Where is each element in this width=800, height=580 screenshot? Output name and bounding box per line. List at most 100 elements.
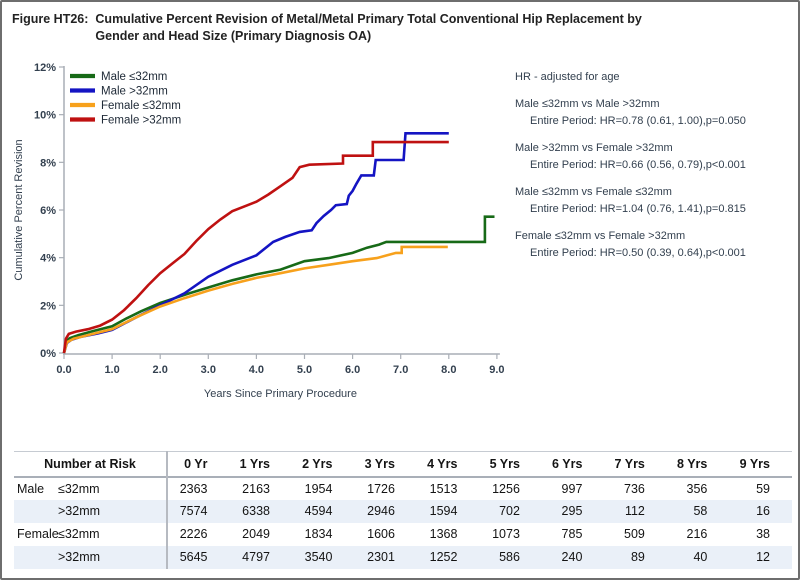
number-at-risk-table: Number at Risk 0 Yr 1 Yrs 2 Yrs 3 Yrs 4 Yrs 5 … xyxy=(14,451,792,569)
hr-comparison-label: Female ≤32mm vs Female >32mm xyxy=(515,230,686,242)
hr-comparison-detail: Entire Period: HR=0.66 (0.56, 0.79),p<0.… xyxy=(530,159,746,171)
hr-stats-panel: HR - adjusted for age Male ≤32mm vs Male… xyxy=(515,70,797,273)
y-tick-label: 4% xyxy=(40,253,56,265)
risk-table-col-header: 4 Yrs xyxy=(427,456,458,471)
hr-comparison-label: Male >32mm vs Female >32mm xyxy=(515,142,673,154)
risk-cell: 2226 xyxy=(179,527,208,541)
risk-table-header-row: Number at Risk 0 Yr 1 Yrs 2 Yrs 3 Yrs 4 Yrs 5 … xyxy=(14,451,792,477)
figure-number-label: Figure HT26: xyxy=(12,12,89,26)
risk-row-size-label: ≤32mm xyxy=(58,522,169,546)
risk-cell: 1594 xyxy=(429,504,458,518)
risk-cell: 509 xyxy=(624,527,645,541)
x-tick-label: 8.0 xyxy=(441,364,456,376)
risk-table-col-header: 9 Yrs xyxy=(739,456,770,471)
risk-cell: 12 xyxy=(756,550,770,564)
risk-cell: 2946 xyxy=(367,504,395,518)
risk-row-size-label: ≤32mm xyxy=(58,476,169,500)
series-line-female-32mm xyxy=(62,140,449,354)
risk-cell: 5645 xyxy=(179,550,208,564)
x-tick-label: 2.0 xyxy=(153,364,168,376)
cumulative-revision-chart: 0% 2% 4% 6% 8% 10% 12% 0.0 1.0 2.0 3.0 4.0 5.0 6.0 7.0… xyxy=(13,62,505,400)
risk-cell: 2363 xyxy=(179,481,208,496)
risk-cell: 1726 xyxy=(367,481,395,496)
x-axis-title: Years Since Primary Procedure xyxy=(204,388,357,400)
y-tick-label: 10% xyxy=(34,110,56,122)
figure-title-line1: Cumulative Percent Revision of Metal/Met… xyxy=(95,12,642,26)
risk-cell: 6338 xyxy=(242,504,270,518)
risk-cell: 7574 xyxy=(179,504,208,518)
hr-comparison: Male ≤32mm vs Female ≤32mm Entire Period… xyxy=(515,185,797,216)
risk-row-gender-label xyxy=(14,500,58,523)
risk-cell: 59 xyxy=(756,481,770,496)
y-tick-label: 6% xyxy=(40,205,56,217)
hr-comparison: Male ≤32mm vs Male >32mm Entire Period: … xyxy=(515,97,797,128)
y-axis-title: Cumulative Percent Revision xyxy=(13,139,25,280)
risk-cell: 997 xyxy=(561,481,583,496)
x-tick-label: 3.0 xyxy=(201,364,216,376)
risk-cell: 1513 xyxy=(429,481,458,496)
hr-comparison-detail: Entire Period: HR=0.50 (0.39, 0.64),p<0.… xyxy=(530,247,746,259)
risk-cell: 38 xyxy=(756,527,770,541)
risk-table-col-header: 1 Yrs xyxy=(239,456,270,471)
x-tick-label: 7.0 xyxy=(393,364,408,376)
x-tick-label: 0.0 xyxy=(56,364,71,376)
risk-cell: 4797 xyxy=(242,550,270,564)
y-tick-label: 12% xyxy=(34,62,56,74)
y-tick-label: 2% xyxy=(40,300,56,312)
hr-comparison-label: Male ≤32mm vs Female ≤32mm xyxy=(515,186,672,198)
y-tick-label: 8% xyxy=(40,157,56,169)
y-tick-label: 0% xyxy=(40,348,56,360)
risk-table-col-header: 8 Yrs xyxy=(677,456,708,471)
risk-cell: 1368 xyxy=(429,527,458,541)
risk-row-gender-label: Female xyxy=(17,527,58,541)
risk-cell: 1954 xyxy=(304,481,333,496)
risk-table-col-header: 0 Yr xyxy=(184,456,208,471)
risk-cell: 1606 xyxy=(367,527,395,541)
x-tick-label: 4.0 xyxy=(249,364,264,376)
hr-comparison-label: Male ≤32mm vs Male >32mm xyxy=(515,98,660,110)
series-line-female-32mm xyxy=(62,245,448,354)
risk-cell: 3540 xyxy=(304,550,333,564)
risk-cell: 58 xyxy=(693,504,708,518)
x-tick-label: 1.0 xyxy=(104,364,119,376)
hr-comparison: Male >32mm vs Female >32mm Entire Period… xyxy=(515,141,797,172)
hr-comparison: Female ≤32mm vs Female >32mm Entire Peri… xyxy=(515,229,797,260)
risk-table-row: Female ≤32mm 2226 2049 1834 1606 1368 1073 785 50… xyxy=(14,522,792,546)
risk-cell: 40 xyxy=(693,550,708,564)
risk-cell: 2163 xyxy=(242,481,270,496)
risk-cell: 1256 xyxy=(492,481,520,496)
risk-cell: 240 xyxy=(561,550,583,564)
risk-cell: 216 xyxy=(686,527,708,541)
risk-table-col-header: 7 Yrs xyxy=(614,456,645,471)
risk-row-size-label: >32mm xyxy=(58,499,169,523)
risk-table-col-header: 3 Yrs xyxy=(364,456,395,471)
risk-table-row: >32mm 5645 4797 3540 2301 1252 586 240 89 40 12 xyxy=(14,545,792,569)
risk-cell: 356 xyxy=(686,481,708,496)
risk-cell: 1073 xyxy=(492,527,520,541)
risk-table-col-header: 5 Yrs xyxy=(489,456,520,471)
figure-title-line2: Gender and Head Size (Primary Diagnosis … xyxy=(95,29,372,43)
risk-cell: 4594 xyxy=(304,504,333,518)
figure-title: Figure HT26: Cumulative Percent Revision… xyxy=(12,11,745,45)
risk-cell: 2049 xyxy=(242,527,270,541)
risk-cell: 736 xyxy=(624,481,645,496)
risk-cell: 1252 xyxy=(429,550,458,564)
risk-table-row: >32mm 7574 6338 4594 2946 1594 702 295 112 58 16 xyxy=(14,499,792,523)
risk-cell: 702 xyxy=(499,504,520,518)
risk-cell: 112 xyxy=(624,504,645,518)
risk-row-gender-label xyxy=(14,546,58,569)
risk-cell: 2301 xyxy=(367,550,395,564)
risk-cell: 295 xyxy=(561,504,583,518)
hr-comparison-detail: Entire Period: HR=0.78 (0.61, 1.00),p=0.… xyxy=(530,115,746,127)
risk-cell: 1834 xyxy=(304,527,333,541)
risk-table-corner-label: Number at Risk xyxy=(14,451,169,477)
risk-cell: 586 xyxy=(499,550,520,564)
x-tick-label: 5.0 xyxy=(297,364,312,376)
risk-table-row: Male ≤32mm 2363 2163 1954 1726 1513 1256 997 736 3… xyxy=(14,476,792,500)
risk-cell: 16 xyxy=(756,504,770,518)
risk-row-size-label: >32mm xyxy=(58,545,169,569)
x-tick-label: 6.0 xyxy=(345,364,360,376)
risk-table-col-header: 2 Yrs xyxy=(302,456,333,471)
risk-cell: 89 xyxy=(630,550,645,564)
